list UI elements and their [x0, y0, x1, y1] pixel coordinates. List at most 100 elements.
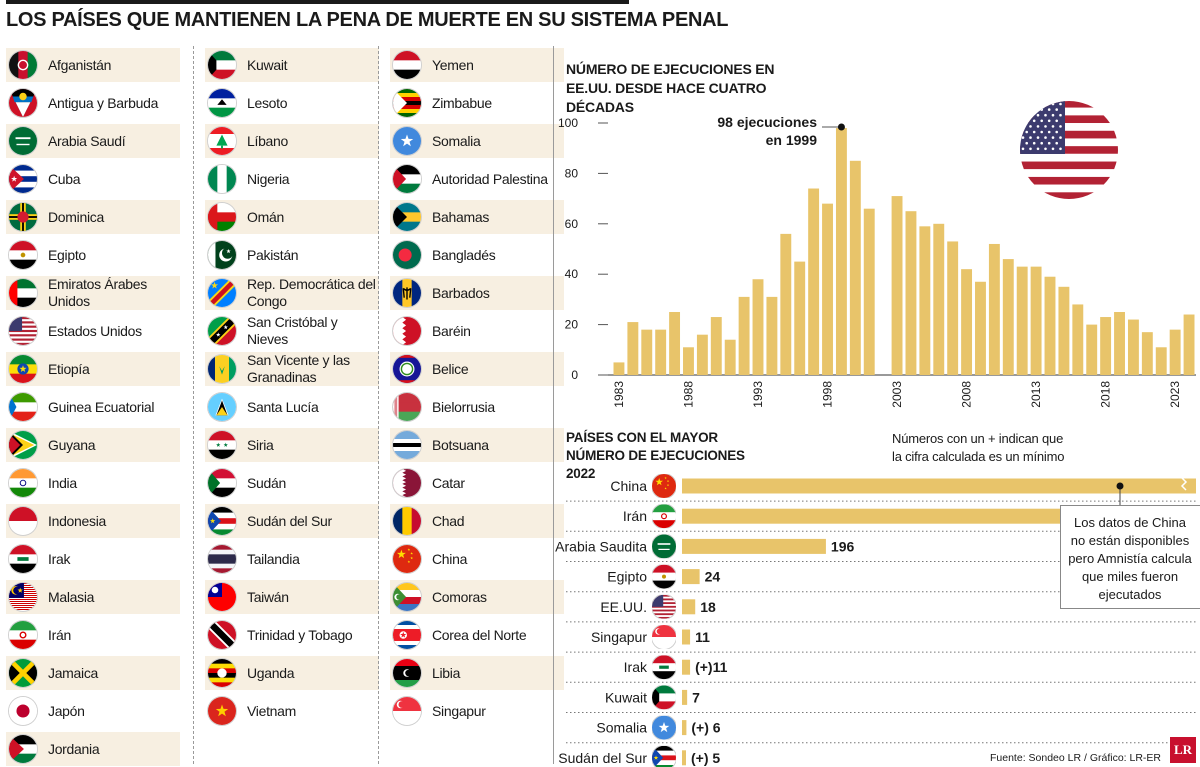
flag-stripe	[1020, 169, 1118, 177]
flag-star	[1025, 141, 1028, 145]
histogram-bar	[683, 347, 694, 375]
country-column-1: Afganistán Antigua y Barbuda Arabia Saudí C…	[6, 46, 180, 767]
country-name: Bangladés	[432, 246, 496, 263]
bangladesh-flag-icon	[393, 241, 421, 269]
flag-stripe	[1020, 130, 1118, 139]
sudan-flag-icon	[208, 469, 236, 497]
flag-star	[1032, 119, 1036, 123]
guyana-flag-icon	[9, 431, 37, 459]
japan-flag-icon	[9, 697, 37, 725]
ranking-bar	[682, 720, 687, 736]
country-name: Lesoto	[247, 94, 288, 111]
country-name: San Vicente y las Granadinas	[247, 352, 350, 385]
country-row: Siria	[205, 426, 379, 464]
flag-stripe	[1020, 161, 1118, 170]
indonesia-flag-icon	[9, 507, 37, 535]
histogram-bar	[1044, 276, 1056, 375]
taiwan-flag-icon	[208, 583, 236, 611]
x-tick-label: 1993	[751, 381, 765, 408]
bahamas-flag-icon	[393, 203, 421, 231]
southsudan-flag-icon	[652, 745, 676, 767]
histogram-bar	[1072, 304, 1084, 375]
flag-holder	[652, 534, 676, 559]
country-name: Malasia	[48, 588, 95, 605]
histogram-bar	[1086, 324, 1098, 375]
oman-flag-icon	[208, 203, 236, 231]
southsudan-flag-icon	[208, 507, 236, 535]
india-flag-icon	[9, 469, 37, 497]
x-tick-label: 2003	[890, 381, 904, 408]
flag-star	[1021, 113, 1025, 117]
country-name: Omán	[247, 208, 284, 225]
panel-divider	[553, 46, 554, 764]
country-name: Guinea Ecuatorial	[48, 398, 155, 415]
flag-star	[1029, 136, 1032, 139]
cuba-flag-icon	[9, 165, 37, 193]
flag-star	[1021, 136, 1025, 139]
flag-star	[1029, 125, 1032, 128]
flag-star	[1059, 113, 1062, 117]
country-name: Arabia Saudí	[48, 132, 126, 149]
flag-stripe	[1020, 176, 1118, 185]
histogram-bar	[822, 203, 833, 375]
country-row: Egipto	[6, 236, 180, 274]
pakistan-flag-icon	[208, 241, 236, 269]
dominica-flag-icon	[9, 203, 37, 231]
ranking-note-text: Números con un + indican que la cifra ca…	[892, 431, 1065, 464]
histogram-bar	[669, 312, 681, 375]
ranking-country-name: Singapur	[591, 629, 647, 645]
country-column-2: Kuwait Lesoto Líbano Nigeria Omán Pakistán Rep…	[205, 46, 379, 730]
ranking-bar	[682, 659, 691, 675]
y-tick-label: 20	[565, 318, 579, 332]
country-name: Egipto	[48, 246, 86, 263]
singapore-flag-icon	[652, 625, 676, 649]
country-name: Belice	[432, 360, 469, 377]
page-title: LOS PAÍSES QUE MANTIENEN LA PENA DE MUER…	[6, 9, 729, 31]
egypt-flag-icon	[652, 564, 676, 589]
iraq-flag-icon	[9, 545, 37, 573]
histogram-bar	[988, 243, 1000, 375]
x-tick-label: 1983	[612, 381, 626, 408]
iran-flag-icon	[9, 621, 37, 649]
y-tick-label: 0	[571, 368, 578, 382]
country-name: Catar	[432, 474, 465, 491]
ranking-note: Números con un + indican que la cifra ca…	[892, 430, 1072, 466]
country-row: Pakistán	[205, 236, 379, 274]
flag-star	[1059, 102, 1062, 106]
source-credit: Fuente: Sondeo LR / Gráfico: LR-ER	[990, 752, 1161, 764]
flag-holder	[652, 715, 676, 740]
ranking-title-text: PAÍSES CON EL MAYOR NÚMERO DE EJECUCIONE…	[566, 430, 745, 481]
ranking-country-name: Kuwait	[605, 689, 647, 705]
country-row: Somalia	[390, 122, 564, 160]
ranking-value-label: 11	[695, 629, 710, 645]
jordan-flag-icon	[9, 735, 37, 763]
yemen-flag-icon	[393, 51, 421, 79]
flag-holder	[652, 625, 676, 649]
flag-star	[1059, 125, 1062, 128]
china-flag-icon	[652, 474, 676, 498]
flag-star	[1051, 147, 1055, 151]
ranking-title: PAÍSES CON EL MAYOR NÚMERO DE EJECUCIONE…	[566, 429, 766, 483]
flag-stripe	[1020, 153, 1118, 162]
country-row: Jamaica	[6, 654, 180, 692]
flag-holder	[652, 564, 676, 589]
histogram-bar	[1030, 266, 1042, 375]
country-row: Guinea Ecuatorial	[6, 388, 180, 426]
flag-star	[1047, 119, 1051, 123]
country-name: Indonesia	[48, 512, 107, 529]
histogram-bar	[752, 279, 764, 375]
country-row: India	[6, 464, 180, 502]
country-name: Taiwán	[247, 588, 289, 605]
country-row: Corea del Norte	[390, 616, 564, 654]
country-name: Comoras	[432, 588, 487, 605]
country-name: Yemen	[432, 56, 474, 73]
y-tick-label: 80	[565, 166, 579, 180]
flag-star	[1047, 141, 1051, 145]
ranking-bar	[682, 569, 700, 585]
country-row: Lesoto	[205, 84, 379, 122]
country-name: Tailandia	[247, 550, 300, 567]
flag-star	[1025, 130, 1028, 134]
flag-star	[1032, 108, 1036, 111]
country-name: Siria	[247, 436, 274, 453]
belarus-flag-icon	[393, 393, 421, 421]
